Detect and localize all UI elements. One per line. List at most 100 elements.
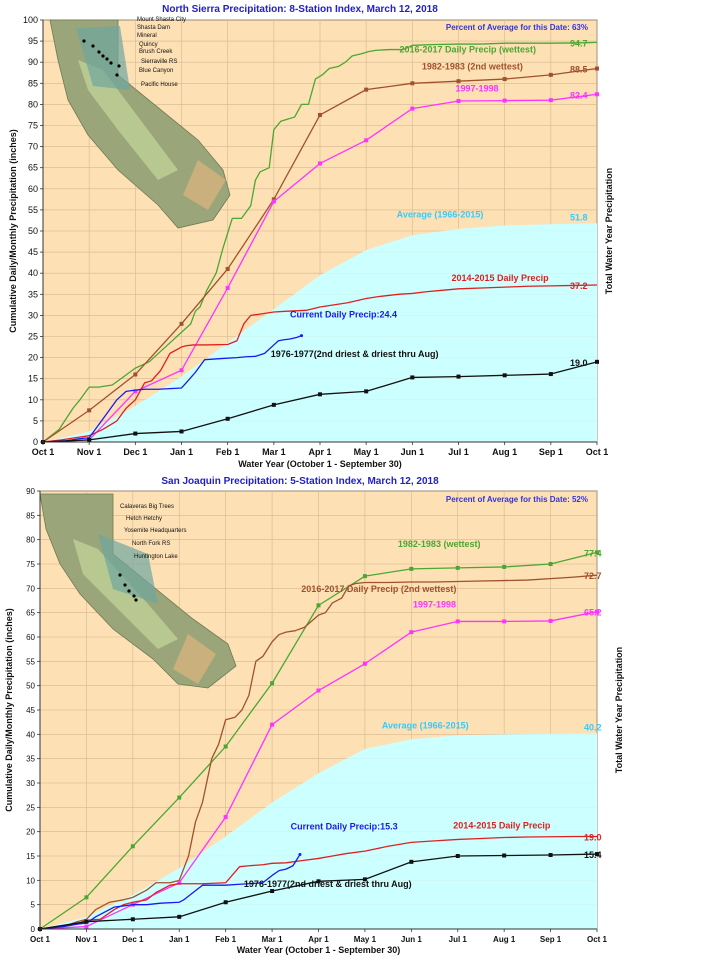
data-point-magenta	[502, 98, 507, 103]
map-station-labels: Mount Shasta City Shasta Dam Mineral Quincy…	[82, 17, 186, 88]
station-dot	[91, 44, 95, 48]
series-label: 2016-2017 Daily Precip (2nd wettest)	[301, 584, 456, 594]
y-tick-label: 35	[28, 289, 38, 299]
x-tick-label: Jun 1	[401, 447, 425, 457]
data-point-magenta	[179, 368, 184, 373]
y-tick-label: 25	[26, 803, 35, 812]
x-tick-label: Oct 1	[586, 447, 609, 457]
y-tick-label: 30	[26, 779, 35, 788]
data-point-black	[595, 359, 599, 364]
station-label: North Fork RS	[132, 541, 170, 547]
data-point-green	[316, 603, 321, 608]
y-tick-label: 40	[26, 730, 35, 739]
data-point-magenta	[133, 389, 138, 394]
y-tick-label: 80	[26, 536, 35, 545]
data-point-black	[502, 853, 507, 858]
y-tick-label: 65	[28, 163, 38, 173]
data-point-black	[548, 853, 553, 858]
x-tick-label: Sep 1	[539, 447, 563, 457]
data-point-magenta	[595, 609, 599, 614]
data-point-green	[548, 562, 553, 566]
x-tick-label: Aug 1	[493, 935, 516, 944]
station-label: Pacific House	[141, 82, 178, 88]
data-point-black	[270, 889, 275, 894]
data-point-magenta	[84, 924, 89, 929]
y2-axis-title: Total Water Year Precipitation	[604, 168, 614, 294]
data-point-magenta	[595, 92, 599, 97]
data-point-green	[502, 564, 507, 569]
end-value-label: 15.4	[584, 850, 602, 860]
series-labels: Average (1966-2015) 40.2 1982-1983 (wettes…	[244, 539, 602, 889]
chart-panel-2: Calaveras Big Trees Hetch Hetchy Yosemite …	[4, 476, 624, 955]
data-point-black	[177, 914, 182, 919]
y-tick-label: 45	[28, 247, 38, 257]
data-point-magenta	[456, 99, 461, 104]
data-point-brown	[595, 66, 599, 71]
x-tick-labels: Oct 1 Nov 1 Dec 1 Jan 1 Feb 1 Mar 1 Apr 1 May 1…	[32, 442, 609, 457]
station-dot	[97, 50, 101, 54]
y-tick-label: 50	[26, 682, 35, 691]
y-tick-label: 15	[28, 374, 38, 384]
data-point-green	[84, 895, 89, 900]
station-dot	[82, 39, 86, 43]
data-point-magenta	[177, 880, 182, 885]
end-value-label: 19.0	[570, 358, 588, 368]
y-tick-label: 90	[26, 487, 35, 496]
map-valley	[73, 539, 178, 649]
data-point-green	[595, 550, 599, 555]
series-label: 2016-2017 Daily Precip (wettest)	[399, 44, 536, 54]
data-point-black	[133, 431, 138, 436]
data-point-black	[364, 389, 369, 394]
station-label: Sierraville RS	[141, 59, 177, 65]
data-point-magenta	[548, 618, 553, 623]
station-dot	[109, 61, 113, 65]
data-point-magenta	[271, 199, 276, 204]
data-point-brown	[318, 112, 322, 117]
end-value-label: 65.2	[584, 608, 602, 618]
x-axis-title: Water Year (October 1 - September 30)	[238, 459, 402, 469]
end-value-label: 94.7	[570, 38, 588, 48]
y-tick-label: 10	[26, 876, 35, 885]
x-tick-label: Mar 1	[262, 447, 286, 457]
data-point-brown	[548, 72, 553, 77]
series-label: 1982-1983 (wettest)	[398, 539, 481, 549]
data-point-brown	[410, 81, 415, 86]
series-label: Current Daily Precip:24.4	[290, 310, 397, 320]
data-point-black	[456, 374, 461, 379]
data-point-magenta	[223, 815, 228, 820]
y-tick-label: 0	[33, 437, 38, 447]
map-station-labels: Calaveras Big Trees Hetch Hetchy Yosemite …	[118, 504, 186, 602]
current-marker	[300, 334, 304, 338]
y-tick-label: 10	[28, 395, 38, 405]
data-point-black	[548, 372, 553, 377]
y-tick-label: 50	[28, 226, 38, 236]
y-tick-label: 40	[28, 268, 38, 278]
station-label: Shasta Dam	[137, 25, 170, 31]
y-axis-title: Cumulative Daily/Monthly Precipitation (…	[8, 129, 18, 333]
end-value-label: 82.4	[570, 90, 588, 100]
y-tick-label: 75	[26, 560, 35, 569]
series-line-blue	[39, 854, 301, 930]
x-tick-label: Jun 1	[401, 935, 422, 944]
station-dot	[132, 594, 136, 598]
series-line-brown	[39, 574, 598, 930]
data-point-green	[362, 574, 367, 579]
series-line-red	[42, 284, 598, 443]
end-value-label: 40.2	[584, 722, 602, 732]
y-tick-label: 95	[28, 36, 38, 46]
x-tick-label: Feb 1	[215, 935, 236, 944]
y-tick-label: 30	[28, 310, 38, 320]
y-tick-label: 100	[23, 15, 38, 25]
data-point-brown	[87, 408, 92, 413]
y-tick-label: 60	[28, 184, 38, 194]
chart-title: North Sierra Precipitation: 8-Station In…	[162, 4, 438, 15]
station-dot	[117, 64, 121, 68]
station-dot	[115, 73, 119, 77]
data-point-black	[84, 919, 89, 924]
california-map-inset: Mount Shasta City Shasta Dam Mineral Quincy…	[49, 17, 231, 229]
data-point-magenta	[270, 722, 275, 727]
data-point-brown	[456, 79, 461, 84]
x-tick-labels: Oct 1 Nov 1 Dec 1 Jan 1 Feb 1 Mar 1 Apr 1 May 1…	[30, 929, 608, 944]
x-tick-label: Nov 1	[76, 935, 98, 944]
series-line-green	[42, 41, 598, 443]
